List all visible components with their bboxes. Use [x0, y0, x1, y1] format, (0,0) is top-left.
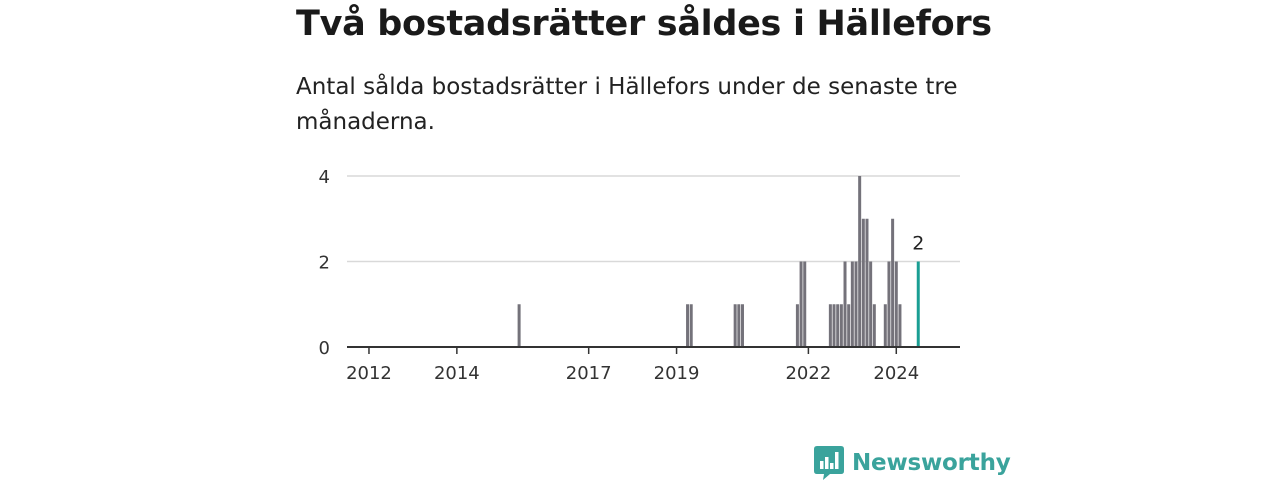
- bar: [839, 304, 843, 347]
- bar: [891, 218, 895, 347]
- data-label: 2: [912, 233, 924, 255]
- y-tick-label: 2: [319, 253, 330, 274]
- bar: [869, 261, 873, 347]
- bar: [686, 304, 690, 347]
- y-tick-label: 0: [319, 338, 330, 359]
- chart-subtitle: Antal sålda bostadsrätter i Hällefors un…: [296, 74, 958, 135]
- axes: 0 2 4 2012 2014 2017 2019 2022 2024: [319, 167, 960, 384]
- bar: [740, 304, 744, 347]
- bar: [843, 261, 847, 347]
- x-tick-label: 2022: [785, 363, 831, 384]
- bar: [803, 261, 807, 347]
- bar: [894, 261, 898, 347]
- gridlines: [347, 175, 960, 263]
- bar: [850, 261, 854, 347]
- bar: [799, 261, 803, 347]
- bar: [733, 304, 737, 347]
- bar: [872, 304, 876, 347]
- y-tick-label: 4: [319, 167, 330, 188]
- x-tick-label: 2012: [346, 363, 392, 384]
- bar: [832, 304, 836, 347]
- bar: [689, 304, 693, 347]
- highlight-bar: [916, 261, 920, 347]
- bar: [737, 304, 741, 347]
- bar: [517, 304, 521, 347]
- bar: [847, 304, 851, 347]
- bar: [854, 261, 858, 347]
- newsworthy-logo: Newsworthy: [814, 446, 1011, 480]
- bar: [795, 304, 799, 347]
- bar: [828, 304, 832, 347]
- bar: [883, 304, 887, 347]
- bar: [836, 304, 840, 347]
- newsworthy-logo-icon: [814, 446, 844, 480]
- bar: [898, 304, 902, 347]
- x-tick-label: 2014: [434, 363, 480, 384]
- chart-title: Två bostadsrätter såldes i Hällefors: [296, 4, 992, 44]
- bar: [887, 261, 891, 347]
- bar: [861, 218, 865, 347]
- bar: [865, 218, 869, 347]
- x-tick-label: 2019: [654, 363, 700, 384]
- x-tick-label: 2024: [873, 363, 919, 384]
- x-tick-label: 2017: [566, 363, 612, 384]
- bar: [858, 176, 862, 347]
- newsworthy-logo-text: Newsworthy: [852, 450, 1011, 476]
- bars: 2: [517, 176, 924, 347]
